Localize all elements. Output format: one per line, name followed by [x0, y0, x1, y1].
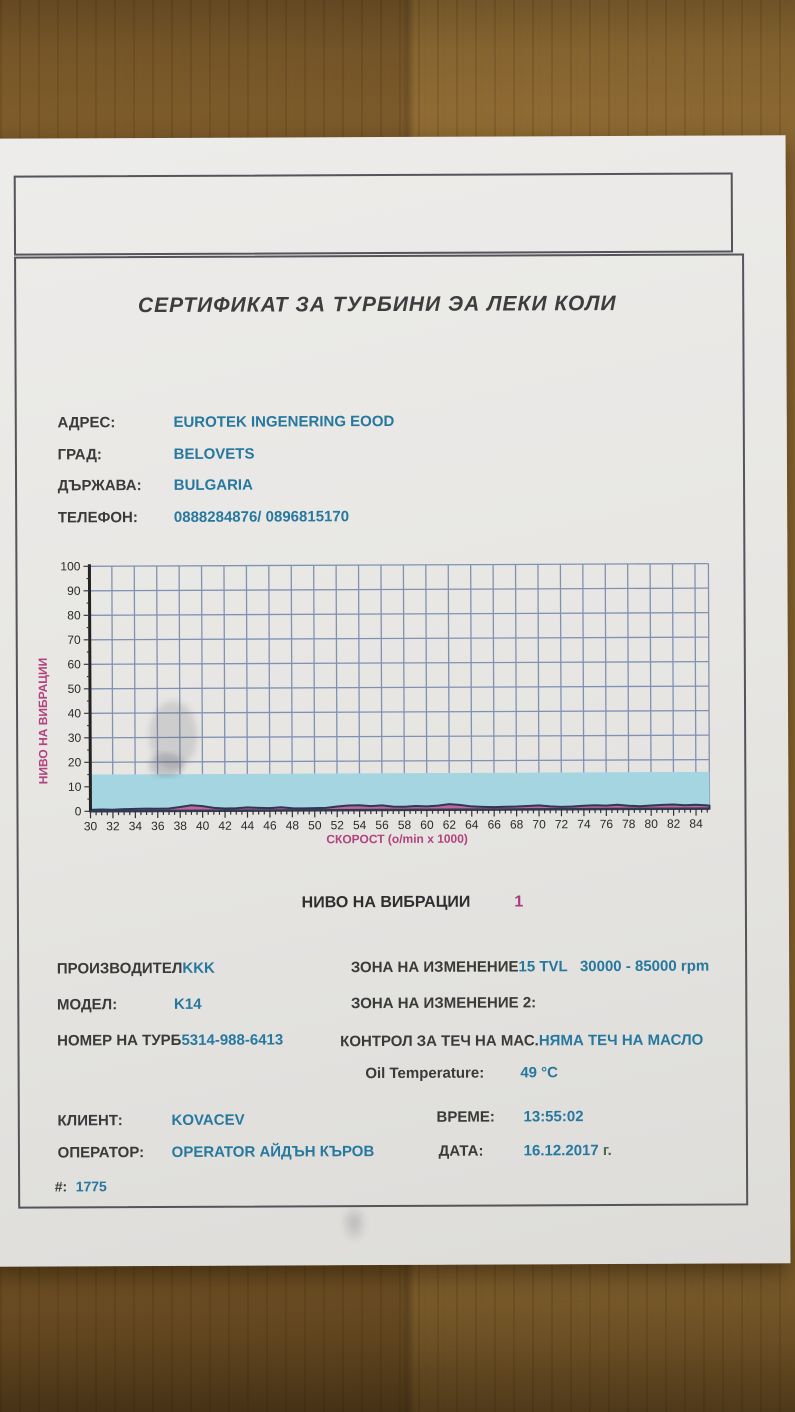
phone-value: 0888284876/ 0896815170	[173, 508, 350, 526]
svg-text:48: 48	[286, 818, 300, 832]
svg-text:64: 64	[465, 818, 479, 832]
header-box	[13, 172, 734, 256]
svg-text:58: 58	[398, 818, 412, 832]
turbo-number-label: НОМЕР НА ТУРБ	[57, 1031, 182, 1050]
svg-text:44: 44	[241, 819, 255, 833]
svg-text:38: 38	[174, 819, 188, 833]
svg-text:80: 80	[67, 608, 81, 622]
oil-leak-value: НЯМА ТЕЧ НА МАСЛО	[538, 1031, 704, 1050]
operator-value: OPERATOR АЙДЪН КЪРОВ	[171, 1143, 375, 1161]
svg-text:46: 46	[263, 818, 277, 832]
serial-value: 1775	[75, 1178, 107, 1195]
svg-text:20: 20	[68, 755, 82, 769]
svg-text:100: 100	[60, 559, 80, 573]
certificate-title: СЕРТИФИКАТ ЗА ТУРБИНИ ЭА ЛЕКИ КОЛИ	[137, 291, 617, 318]
phone-label: ТЕЛЕФОН:	[57, 509, 138, 527]
zone2-label: ЗОНА НА ИЗМЕНЕНИЕ 2:	[350, 994, 537, 1013]
vibration-level-heading: НИВО НА ВИБРАЦИИ 1	[284, 875, 524, 930]
operator-label: ОПЕРАТОР:	[57, 1144, 145, 1162]
turbo-number-value: 5314-988-6413	[181, 1031, 284, 1049]
svg-text:34: 34	[129, 819, 143, 833]
zone1-label: ЗОНА НА ИЗМЕНЕНИЕ	[350, 958, 519, 977]
svg-text:76: 76	[600, 817, 614, 831]
svg-text:НИВО НА ВИБРАЦИИ: НИВО НА ВИБРАЦИИ	[36, 658, 51, 785]
svg-text:30: 30	[68, 731, 82, 745]
vibration-level-value: 1	[514, 893, 524, 911]
svg-text:40: 40	[68, 706, 82, 720]
svg-text:10: 10	[68, 780, 82, 794]
time-value: 13:55:02	[523, 1108, 584, 1126]
model-label: МОДЕЛ:	[56, 996, 118, 1014]
svg-text:42: 42	[218, 819, 232, 833]
svg-text:72: 72	[555, 817, 569, 831]
svg-text:78: 78	[622, 817, 636, 831]
date-row: ДАТА: 16.12.2017 г.	[422, 1125, 612, 1177]
svg-text:82: 82	[667, 817, 681, 831]
svg-text:40: 40	[196, 819, 210, 833]
serial-row: #: 1775	[39, 1162, 107, 1210]
svg-text:90: 90	[67, 584, 81, 598]
paper-smudge	[340, 1203, 369, 1244]
svg-text:70: 70	[67, 633, 81, 647]
svg-text:0: 0	[75, 804, 82, 818]
svg-text:50: 50	[68, 682, 82, 696]
svg-text:50: 50	[308, 818, 322, 832]
svg-text:56: 56	[375, 818, 389, 832]
model-value: K14	[173, 995, 202, 1013]
svg-text:68: 68	[510, 817, 524, 831]
phone-row: ТЕЛЕФОН: 0888284876/ 0896815170	[41, 491, 349, 543]
svg-text:66: 66	[488, 818, 502, 832]
oil-temperature-value: 49 °C	[520, 1064, 559, 1082]
svg-text:54: 54	[353, 818, 367, 832]
serial-label: #:	[54, 1178, 68, 1195]
svg-text:70: 70	[532, 817, 546, 831]
date-suffix: г.	[598, 1142, 612, 1160]
svg-text:62: 62	[443, 818, 457, 832]
svg-text:80: 80	[645, 817, 659, 831]
svg-text:52: 52	[331, 818, 345, 832]
svg-text:60: 60	[67, 657, 81, 671]
paper-sheet: СЕРТИФИКАТ ЗА ТУРБИНИ ЭА ЛЕКИ КОЛИ АДРЕС…	[0, 135, 791, 1267]
oil-temperature-label: Oil Temperature:	[365, 1064, 485, 1083]
svg-text:74: 74	[577, 817, 591, 831]
svg-text:СКОРОСТ (o/min x 1000): СКОРОСТ (o/min x 1000)	[326, 832, 468, 847]
svg-text:30: 30	[84, 819, 98, 833]
svg-text:60: 60	[420, 818, 434, 832]
date-value: 16.12.2017	[523, 1142, 599, 1160]
date-label: ДАТА:	[438, 1142, 484, 1160]
svg-text:36: 36	[151, 819, 165, 833]
zone1-value: 15 TVL 30000 - 85000 rpm	[518, 957, 710, 976]
vibration-chart: 30 32 34 36 38 40 42 44 46 48 50 52 54 56 58 60 62 64 66 68…	[27, 554, 738, 849]
svg-text:84: 84	[689, 817, 703, 831]
svg-text:32: 32	[106, 819, 120, 833]
manufacturer-label: ПРОИЗВОДИТЕЛ	[56, 959, 183, 978]
time-label: ВРЕМЕ:	[436, 1108, 495, 1126]
turbo-number-row: НОМЕР НА ТУРБ5314-988-6413	[40, 1014, 283, 1066]
manufacturer-value: KKK	[182, 959, 215, 977]
vibration-level-label: НИВО НА ВИБРАЦИИ	[301, 893, 471, 912]
